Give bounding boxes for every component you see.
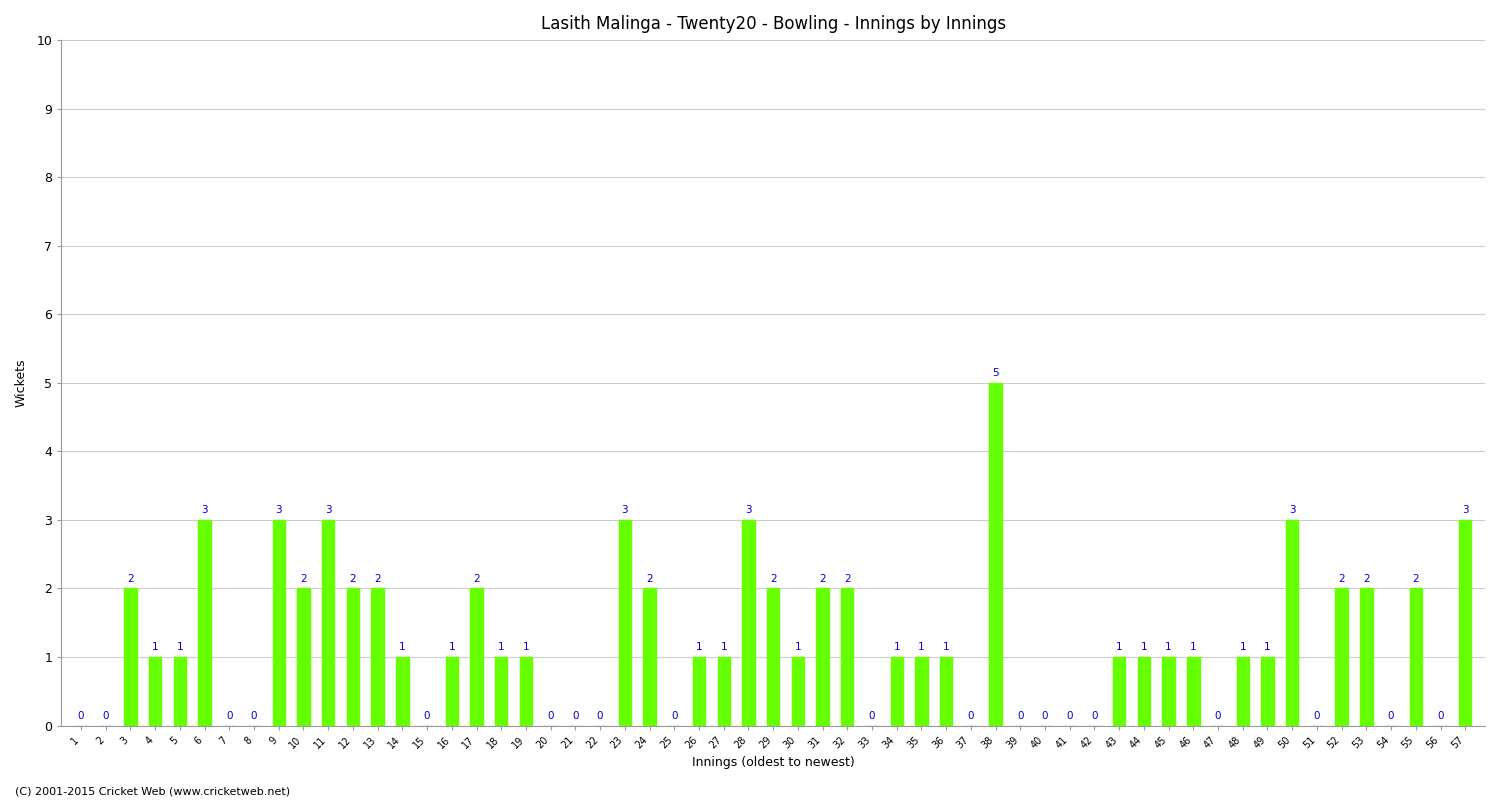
Bar — [1137, 657, 1150, 726]
Bar — [471, 589, 483, 726]
Bar — [1460, 520, 1472, 726]
Text: 0: 0 — [1042, 710, 1048, 721]
Bar — [446, 657, 458, 726]
Bar — [990, 383, 1002, 726]
Bar — [322, 520, 334, 726]
Bar — [766, 589, 780, 726]
Bar — [618, 520, 632, 726]
Bar — [792, 657, 804, 726]
Text: 3: 3 — [621, 505, 628, 515]
Bar — [297, 589, 309, 726]
Bar — [1236, 657, 1250, 726]
Text: 1: 1 — [795, 642, 801, 652]
Text: 1: 1 — [448, 642, 454, 652]
Text: 2: 2 — [472, 574, 480, 584]
Text: 2: 2 — [1338, 574, 1346, 584]
Text: 0: 0 — [226, 710, 232, 721]
Y-axis label: Wickets: Wickets — [15, 358, 28, 407]
Bar — [1262, 657, 1274, 726]
Text: 1: 1 — [498, 642, 504, 652]
Bar — [816, 589, 828, 726]
Text: 0: 0 — [868, 710, 874, 721]
Bar — [1335, 589, 1348, 726]
Text: 0: 0 — [1314, 710, 1320, 721]
Bar — [891, 657, 903, 726]
Bar — [396, 657, 408, 726]
Text: 1: 1 — [1239, 642, 1246, 652]
Text: 1: 1 — [177, 642, 183, 652]
Bar — [1186, 657, 1200, 726]
X-axis label: Innings (oldest to newest): Innings (oldest to newest) — [692, 756, 855, 769]
Bar — [1113, 657, 1125, 726]
Bar — [842, 589, 854, 726]
Text: 3: 3 — [1462, 505, 1468, 515]
Text: 0: 0 — [78, 710, 84, 721]
Bar — [1162, 657, 1174, 726]
Bar — [520, 657, 532, 726]
Text: 0: 0 — [1215, 710, 1221, 721]
Bar — [495, 657, 507, 726]
Text: 2: 2 — [375, 574, 381, 584]
Text: (C) 2001-2015 Cricket Web (www.cricketweb.net): (C) 2001-2015 Cricket Web (www.cricketwe… — [15, 786, 290, 796]
Text: 1: 1 — [720, 642, 728, 652]
Text: 1: 1 — [1116, 642, 1122, 652]
Text: 1: 1 — [522, 642, 530, 652]
Text: 2: 2 — [819, 574, 827, 584]
Title: Lasith Malinga - Twenty20 - Bowling - Innings by Innings: Lasith Malinga - Twenty20 - Bowling - In… — [540, 15, 1005, 33]
Text: 0: 0 — [1090, 710, 1098, 721]
Text: 0: 0 — [597, 710, 603, 721]
Bar — [693, 657, 705, 726]
Text: 0: 0 — [1066, 710, 1072, 721]
Bar — [1360, 589, 1372, 726]
Text: 0: 0 — [102, 710, 110, 721]
Bar — [915, 657, 927, 726]
Bar — [372, 589, 384, 726]
Bar — [148, 657, 162, 726]
Text: 2: 2 — [1413, 574, 1419, 584]
Text: 2: 2 — [844, 574, 850, 584]
Text: 0: 0 — [1437, 710, 1444, 721]
Text: 1: 1 — [696, 642, 702, 652]
Text: 1: 1 — [152, 642, 159, 652]
Text: 3: 3 — [326, 505, 332, 515]
Bar — [940, 657, 952, 726]
Text: 3: 3 — [746, 505, 752, 515]
Text: 2: 2 — [350, 574, 355, 584]
Text: 5: 5 — [993, 368, 999, 378]
Bar — [124, 589, 136, 726]
Bar — [174, 657, 186, 726]
Text: 0: 0 — [1388, 710, 1395, 721]
Text: 0: 0 — [548, 710, 554, 721]
Text: 3: 3 — [276, 505, 282, 515]
Text: 3: 3 — [1288, 505, 1296, 515]
Bar — [198, 520, 211, 726]
Text: 1: 1 — [894, 642, 900, 652]
Text: 1: 1 — [399, 642, 405, 652]
Bar — [717, 657, 730, 726]
Text: 0: 0 — [424, 710, 430, 721]
Text: 0: 0 — [670, 710, 678, 721]
Text: 1: 1 — [918, 642, 924, 652]
Text: 0: 0 — [572, 710, 579, 721]
Text: 1: 1 — [1264, 642, 1270, 652]
Bar — [1410, 589, 1422, 726]
Text: 2: 2 — [646, 574, 652, 584]
Bar — [742, 520, 754, 726]
Text: 1: 1 — [944, 642, 950, 652]
Bar — [644, 589, 656, 726]
Text: 2: 2 — [1364, 574, 1370, 584]
Bar — [1286, 520, 1299, 726]
Text: 0: 0 — [1017, 710, 1023, 721]
Text: 2: 2 — [770, 574, 777, 584]
Text: 1: 1 — [1190, 642, 1197, 652]
Text: 1: 1 — [1140, 642, 1148, 652]
Text: 0: 0 — [968, 710, 974, 721]
Bar — [273, 520, 285, 726]
Text: 3: 3 — [201, 505, 208, 515]
Text: 1: 1 — [1166, 642, 1172, 652]
Bar — [346, 589, 358, 726]
Text: 2: 2 — [128, 574, 134, 584]
Text: 2: 2 — [300, 574, 307, 584]
Text: 0: 0 — [251, 710, 258, 721]
